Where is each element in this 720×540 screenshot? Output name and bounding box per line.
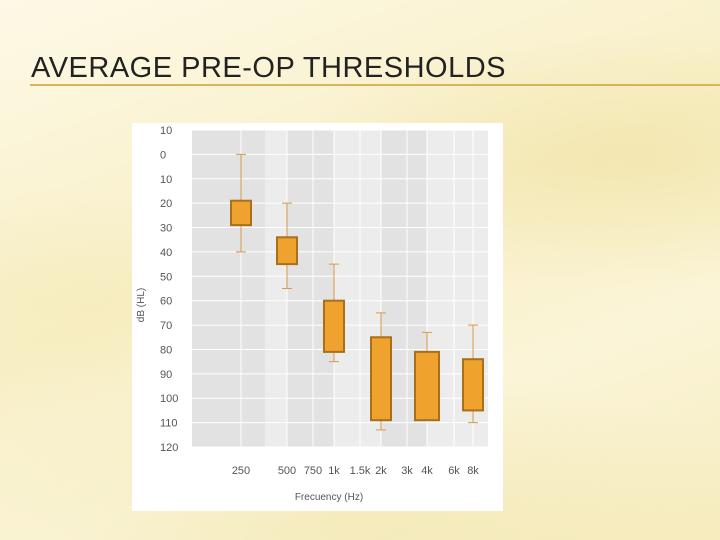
x-tick-label: 1.5k — [350, 465, 371, 477]
y-tick-label: 40 — [160, 247, 172, 259]
x-tick-label: 8k — [467, 465, 479, 477]
slide-title: AVERAGE PRE-OP THRESHOLDS — [31, 52, 507, 84]
x-tick-label: 6k — [448, 465, 460, 477]
plot-band — [287, 130, 334, 447]
y-tick-label: 0 — [160, 149, 166, 161]
y-tick-label: 20 — [160, 198, 172, 210]
x-tick-label: 1k — [328, 465, 340, 477]
chart-panel: 10 0 10 20 30 40 50 60 70 80 90 100 110 120 250 500 750… — [132, 123, 503, 511]
y-tick-label: 60 — [160, 296, 172, 308]
box-plot-4k — [414, 331, 440, 422]
box-plot-1k — [323, 263, 345, 363]
box-rect — [230, 199, 252, 227]
x-tick-label: 2k — [375, 465, 387, 477]
box-plot-2k — [370, 312, 392, 431]
x-axis-label: Frecuency (Hz) — [295, 492, 363, 503]
y-tick-label: 10 — [160, 125, 172, 137]
y-axis-label: dB (HL) — [136, 288, 147, 322]
x-tick-label: 500 — [278, 465, 296, 477]
x-tick-label: 250 — [232, 465, 250, 477]
title-underline — [30, 84, 720, 86]
x-tick-label: 3k — [401, 465, 413, 477]
y-tick-label: 120 — [160, 442, 178, 454]
y-tick-label: 110 — [160, 418, 178, 430]
box-plot-500 — [276, 202, 298, 289]
plot-band — [265, 130, 287, 447]
y-tick-label: 10 — [160, 174, 172, 186]
box-plot-250 — [230, 153, 252, 253]
box-rect — [462, 358, 484, 412]
y-tick-label: 70 — [160, 320, 172, 332]
y-tick-label: 50 — [160, 271, 172, 283]
box-plot-8k — [462, 324, 484, 424]
y-tick-label: 30 — [160, 223, 172, 235]
box-rect — [414, 350, 440, 422]
y-tick-label: 80 — [160, 344, 172, 356]
x-tick-label: 750 — [304, 465, 322, 477]
y-tick-label: 90 — [160, 369, 172, 381]
x-tick-label: 4k — [421, 465, 433, 477]
box-rect — [276, 236, 298, 266]
plot-band — [192, 130, 265, 447]
y-tick-label: 100 — [160, 393, 178, 405]
box-rect — [370, 336, 392, 422]
box-rect — [323, 299, 345, 353]
